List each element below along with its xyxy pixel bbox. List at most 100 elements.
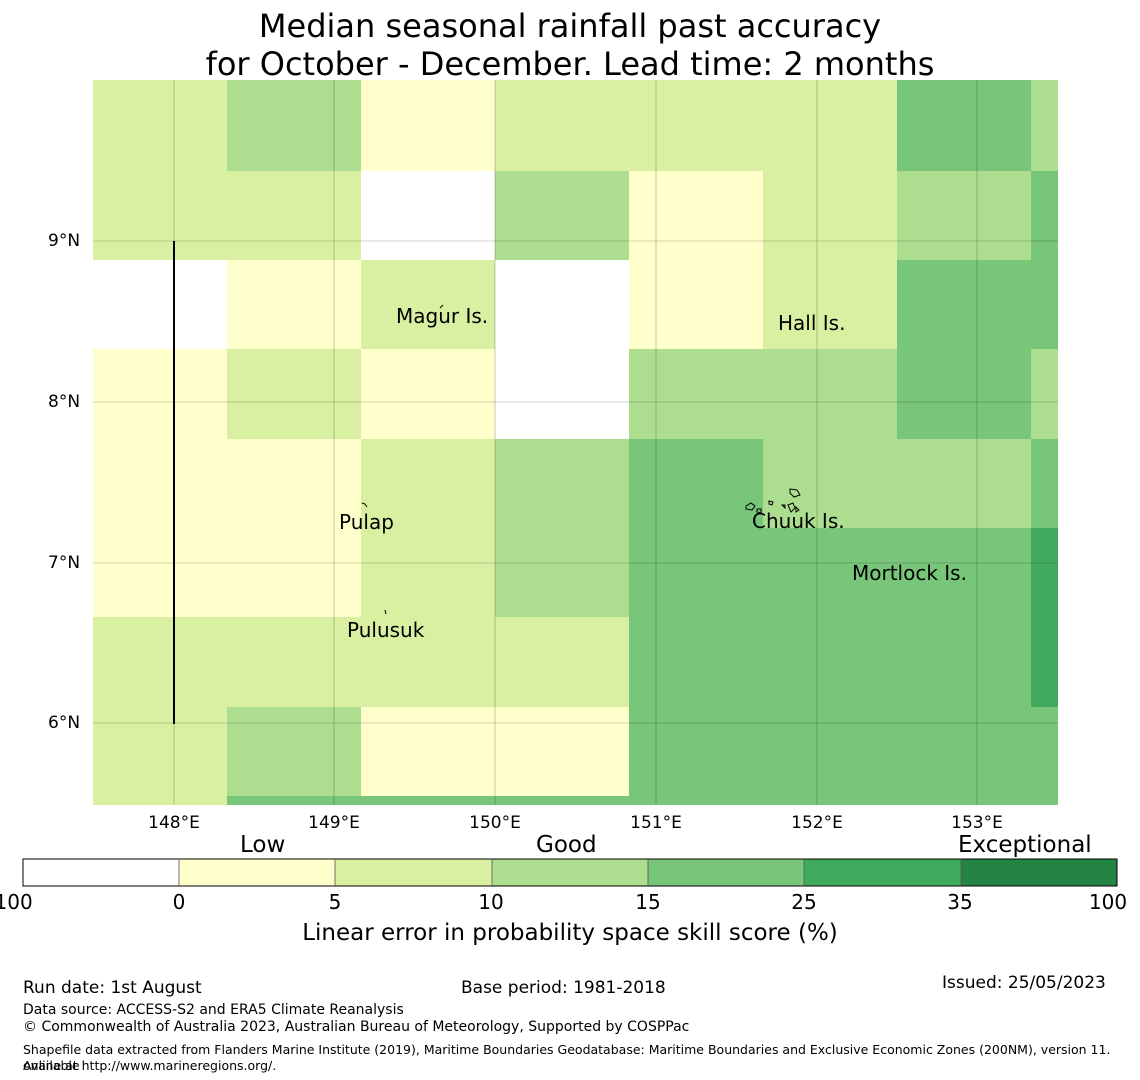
grid-cell [361, 439, 495, 528]
grid-cell [495, 439, 629, 528]
lat-tick-9: 9°N [48, 231, 81, 251]
grid-cell [93, 528, 227, 617]
grid-cell [629, 171, 763, 260]
lon-tick-152: 152°E [791, 813, 843, 833]
grid-cell [629, 439, 763, 528]
grid-cell [1031, 260, 1058, 349]
grid-cell [495, 796, 629, 805]
grid-cell [629, 617, 763, 707]
grid-cell [629, 528, 763, 617]
colorbar-tick: 5 [328, 890, 342, 914]
grid-cell [1031, 439, 1058, 528]
lat-tick-6: 6°N [48, 713, 81, 733]
grid-cell [495, 260, 629, 349]
legend-category-low: Low [240, 832, 286, 858]
grid-cell [763, 349, 897, 439]
grid-cell [763, 796, 897, 805]
shapefile-credit-line-1: Shapefile data extracted from Flanders M… [23, 1042, 1111, 1073]
place-label-magur: Magur Is. [396, 304, 488, 328]
colorbar-swatch [492, 859, 648, 886]
grid-cell [763, 439, 897, 528]
grid-cell [93, 80, 227, 171]
grid-cell [93, 439, 227, 528]
base-period: Base period: 1981-2018 [461, 978, 666, 998]
grid-cell [763, 171, 897, 260]
colorbar-tick: 0 [172, 890, 186, 914]
place-label-pulap: Pulap [339, 510, 394, 534]
magur-island [439, 304, 444, 309]
grid-cell [897, 171, 1031, 260]
grid-cell [93, 707, 227, 796]
grid-cell [227, 171, 361, 260]
lon-tick-149: 149°E [308, 813, 360, 833]
grid-cell [1031, 171, 1058, 260]
grid-cell [93, 796, 227, 805]
graticule [93, 80, 1058, 805]
grid-cell [763, 617, 897, 707]
colorbar-swatch [179, 859, 335, 886]
lon-tick-148: 148°E [148, 813, 200, 833]
grid-cell [93, 260, 227, 349]
grid-cell [227, 80, 361, 171]
colorbar-border [22, 858, 1118, 887]
grid-cell [495, 349, 629, 439]
place-label-mortlock: Mortlock Is. [852, 561, 967, 585]
lon-tick-151: 151°E [630, 813, 682, 833]
grid-cell [1031, 528, 1058, 707]
grid-cell [897, 260, 1031, 349]
grid-cell [361, 171, 495, 260]
legend-category-exceptional: Exceptional [958, 832, 1092, 858]
grid-cell [897, 80, 1031, 171]
grid-cell [897, 528, 1031, 617]
data-source: Data source: ACCESS-S2 and ERA5 Climate … [23, 1002, 404, 1018]
grid-cell [227, 260, 361, 349]
shapefile-credit-line-2: online at http://www.marineregions.org/. [23, 1058, 277, 1073]
grid-cell [897, 349, 1031, 439]
copyright: © Commonwealth of Australia 2023, Austra… [23, 1019, 690, 1035]
map-title-line-1: Median seasonal rainfall past accuracy [258, 7, 882, 45]
grid-cell [629, 349, 763, 439]
colorbar-swatch [23, 859, 179, 886]
grid-cell [495, 171, 629, 260]
place-label-hall: Hall Is. [778, 311, 845, 335]
lon-tick-153: 153°E [951, 813, 1003, 833]
grid-cell [361, 707, 495, 796]
grid-cell [1031, 707, 1058, 805]
run-date: Run date: 1st August [23, 978, 202, 998]
grid-cell [897, 439, 1031, 528]
colorbar-swatch [804, 859, 961, 886]
grid-cell [629, 80, 763, 171]
place-label-chuuk: Chuuk Is. [752, 509, 845, 533]
grid-cell [227, 617, 361, 707]
grid-cell [1031, 80, 1058, 171]
grid-cell [897, 707, 1031, 796]
grid-cell [93, 349, 227, 439]
lon-tick-150: 150°E [469, 813, 521, 833]
grid-cell [93, 171, 227, 260]
grid-cell [361, 80, 495, 171]
colorbar-tick: 10 [478, 890, 504, 914]
grid-cell [763, 260, 897, 349]
grid-cell [361, 796, 495, 805]
legend-category-good: Good [536, 832, 597, 858]
grid-cell [495, 80, 629, 171]
grid-cell [897, 796, 1031, 805]
grid-cell [897, 617, 1031, 707]
grid-cell [629, 260, 763, 349]
grid-cell [227, 796, 361, 805]
grid-cell [763, 80, 897, 171]
colorbar-swatch [648, 859, 804, 886]
pulusuk-island [384, 609, 387, 615]
grid-cell [227, 528, 361, 617]
colorbar-label: Linear error in probability space skill … [302, 920, 838, 946]
grid-cell [227, 349, 361, 439]
grid-cell [495, 528, 629, 617]
colorbar-swatch [335, 859, 492, 886]
grid-cell [495, 707, 629, 796]
lat-tick-8: 8°N [48, 392, 81, 412]
grid-cell [629, 796, 763, 805]
island-outlines [361, 304, 801, 615]
grid-cell [93, 617, 227, 707]
grid-cell [629, 707, 763, 796]
